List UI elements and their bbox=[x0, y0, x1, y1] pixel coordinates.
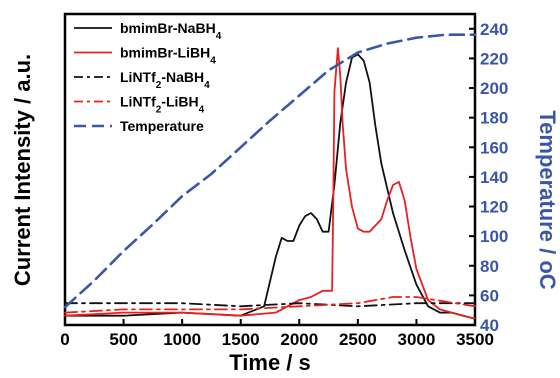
legend-label: Temperature bbox=[120, 118, 204, 134]
y-right-tick-label: 180 bbox=[480, 109, 508, 128]
x-tick-label: 2500 bbox=[339, 330, 377, 349]
y-right-tick-label: 60 bbox=[480, 286, 499, 305]
series-line-bmimbr-libh4 bbox=[64, 47, 476, 320]
x-tick-label: 1500 bbox=[222, 330, 260, 349]
x-tick-label: 3500 bbox=[456, 330, 494, 349]
y-right-tick-label: 240 bbox=[480, 20, 508, 39]
x-tick-label: 1000 bbox=[163, 330, 201, 349]
y-right-tick-label: 80 bbox=[480, 257, 499, 276]
y-right-tick-label: 200 bbox=[480, 79, 508, 98]
series-layer bbox=[63, 33, 477, 320]
y-axis-right-ticks: 40 60 80 100 120 140 160 180 200 220 240 bbox=[469, 20, 508, 335]
y-right-tick-label: 220 bbox=[480, 49, 508, 68]
y-right-tick-label: 100 bbox=[480, 227, 508, 246]
x-axis-ticks: 0 500 1000 1500 2000 2500 3000 3500 bbox=[60, 319, 494, 349]
legend-label: bmimBr-LiBH4 bbox=[120, 45, 216, 67]
y-right-tick-label: 160 bbox=[480, 138, 508, 157]
x-tick-label: 3000 bbox=[398, 330, 436, 349]
x-tick-label: 500 bbox=[109, 330, 137, 349]
x-axis-title: Time / s bbox=[229, 350, 311, 375]
legend-label: bmimBr-NaBH4 bbox=[120, 20, 222, 42]
legend-label: LiNTf2-NaBH4 bbox=[120, 69, 210, 91]
series-line-lintf2-libh4 bbox=[64, 296, 476, 314]
x-tick-label: 0 bbox=[60, 330, 69, 349]
y-axis-right-title: Temperature / oC bbox=[535, 110, 560, 289]
y-right-tick-label: 120 bbox=[480, 198, 508, 217]
plot-frame bbox=[63, 12, 477, 327]
series-line-bmimbr-nabh4 bbox=[64, 53, 476, 320]
series-line-lintf2-nabh4 bbox=[64, 302, 476, 308]
y-right-tick-label: 140 bbox=[480, 168, 508, 187]
x-tick-label: 2000 bbox=[280, 330, 318, 349]
y-axis-left-title: Current Intensity / a.u. bbox=[10, 54, 35, 286]
y-right-tick-label: 40 bbox=[480, 316, 499, 335]
series-line-temperature bbox=[63, 33, 477, 309]
legend-label: LiNTf2-LiBH4 bbox=[120, 94, 205, 116]
